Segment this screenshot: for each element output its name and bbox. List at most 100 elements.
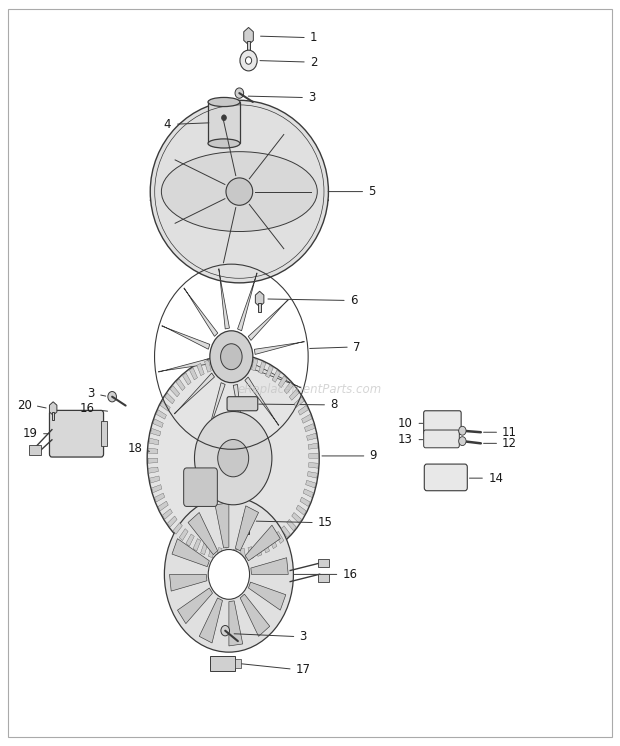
Polygon shape — [300, 497, 310, 507]
Polygon shape — [176, 379, 185, 391]
Polygon shape — [241, 548, 246, 560]
Polygon shape — [148, 448, 158, 454]
Polygon shape — [303, 489, 313, 498]
Polygon shape — [208, 545, 215, 558]
Bar — [318, 574, 329, 582]
Polygon shape — [215, 503, 229, 548]
Polygon shape — [219, 269, 229, 329]
Polygon shape — [186, 534, 194, 546]
Polygon shape — [248, 547, 254, 559]
Polygon shape — [296, 505, 306, 515]
Polygon shape — [298, 405, 308, 416]
Text: 2: 2 — [310, 55, 317, 69]
Polygon shape — [233, 384, 244, 445]
Polygon shape — [275, 531, 284, 544]
Circle shape — [147, 354, 319, 562]
Circle shape — [218, 439, 249, 477]
Text: 1: 1 — [310, 31, 317, 44]
Text: eReplacementParts.com: eReplacementParts.com — [238, 383, 382, 396]
Circle shape — [221, 344, 242, 370]
Bar — [52, 413, 55, 420]
Bar — [258, 303, 261, 312]
Bar — [246, 525, 249, 534]
Polygon shape — [216, 548, 222, 560]
Polygon shape — [213, 357, 218, 370]
Text: 4: 4 — [164, 118, 171, 131]
Polygon shape — [205, 383, 225, 440]
FancyBboxPatch shape — [424, 464, 467, 491]
Polygon shape — [245, 377, 279, 425]
Circle shape — [221, 625, 229, 636]
Polygon shape — [262, 541, 270, 553]
Polygon shape — [246, 525, 280, 561]
FancyBboxPatch shape — [423, 411, 461, 434]
Polygon shape — [236, 506, 259, 551]
Text: 13: 13 — [398, 433, 413, 446]
Polygon shape — [177, 588, 213, 624]
Polygon shape — [253, 364, 301, 388]
Polygon shape — [148, 467, 158, 473]
Polygon shape — [249, 582, 286, 610]
Bar — [235, 659, 241, 668]
Polygon shape — [308, 443, 318, 449]
FancyBboxPatch shape — [50, 410, 104, 457]
Polygon shape — [174, 373, 215, 414]
Polygon shape — [158, 501, 168, 511]
Polygon shape — [153, 419, 163, 427]
Polygon shape — [252, 359, 258, 371]
Polygon shape — [301, 414, 312, 423]
Polygon shape — [169, 574, 207, 591]
Circle shape — [240, 50, 257, 71]
Text: 9: 9 — [370, 449, 377, 463]
Polygon shape — [205, 360, 211, 372]
Polygon shape — [151, 428, 161, 436]
FancyBboxPatch shape — [423, 430, 459, 448]
Ellipse shape — [208, 139, 240, 148]
Ellipse shape — [150, 100, 329, 283]
Ellipse shape — [161, 151, 317, 231]
Text: 3: 3 — [299, 630, 307, 643]
Text: 5: 5 — [368, 185, 376, 198]
Polygon shape — [229, 601, 243, 646]
FancyBboxPatch shape — [184, 468, 218, 507]
Circle shape — [164, 497, 293, 652]
Polygon shape — [244, 357, 250, 369]
Polygon shape — [158, 359, 208, 372]
Polygon shape — [307, 433, 317, 440]
Polygon shape — [233, 549, 237, 561]
Bar — [247, 41, 250, 51]
Polygon shape — [290, 389, 299, 401]
Bar — [318, 560, 329, 567]
Polygon shape — [182, 373, 191, 385]
Circle shape — [210, 330, 253, 383]
Polygon shape — [197, 363, 204, 376]
Polygon shape — [237, 273, 257, 330]
Polygon shape — [265, 366, 273, 377]
Polygon shape — [152, 485, 162, 492]
Polygon shape — [149, 438, 159, 445]
Text: 11: 11 — [502, 426, 516, 439]
Text: 17: 17 — [296, 662, 311, 676]
Text: 14: 14 — [488, 471, 503, 485]
Polygon shape — [272, 370, 280, 382]
Polygon shape — [254, 342, 304, 354]
Polygon shape — [309, 453, 318, 458]
Ellipse shape — [208, 98, 240, 107]
Polygon shape — [50, 402, 57, 416]
Circle shape — [221, 115, 226, 121]
Polygon shape — [278, 376, 287, 388]
Polygon shape — [170, 386, 180, 397]
Polygon shape — [243, 513, 252, 529]
Text: 16: 16 — [343, 568, 358, 581]
Bar — [210, 656, 235, 671]
Text: 6: 6 — [350, 294, 358, 307]
Text: 16: 16 — [80, 402, 95, 415]
Polygon shape — [255, 544, 262, 557]
Ellipse shape — [226, 178, 253, 205]
Polygon shape — [154, 493, 165, 502]
Text: 3: 3 — [87, 387, 95, 401]
Polygon shape — [162, 509, 172, 519]
Polygon shape — [162, 325, 210, 349]
Polygon shape — [190, 368, 198, 380]
Circle shape — [195, 412, 272, 505]
